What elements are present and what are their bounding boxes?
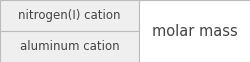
Bar xyxy=(139,0,250,62)
Text: molar mass: molar mass xyxy=(152,23,237,39)
Text: nitrogen(I) cation: nitrogen(I) cation xyxy=(18,9,120,22)
Bar xyxy=(0,0,139,62)
Text: aluminum cation: aluminum cation xyxy=(20,40,119,53)
